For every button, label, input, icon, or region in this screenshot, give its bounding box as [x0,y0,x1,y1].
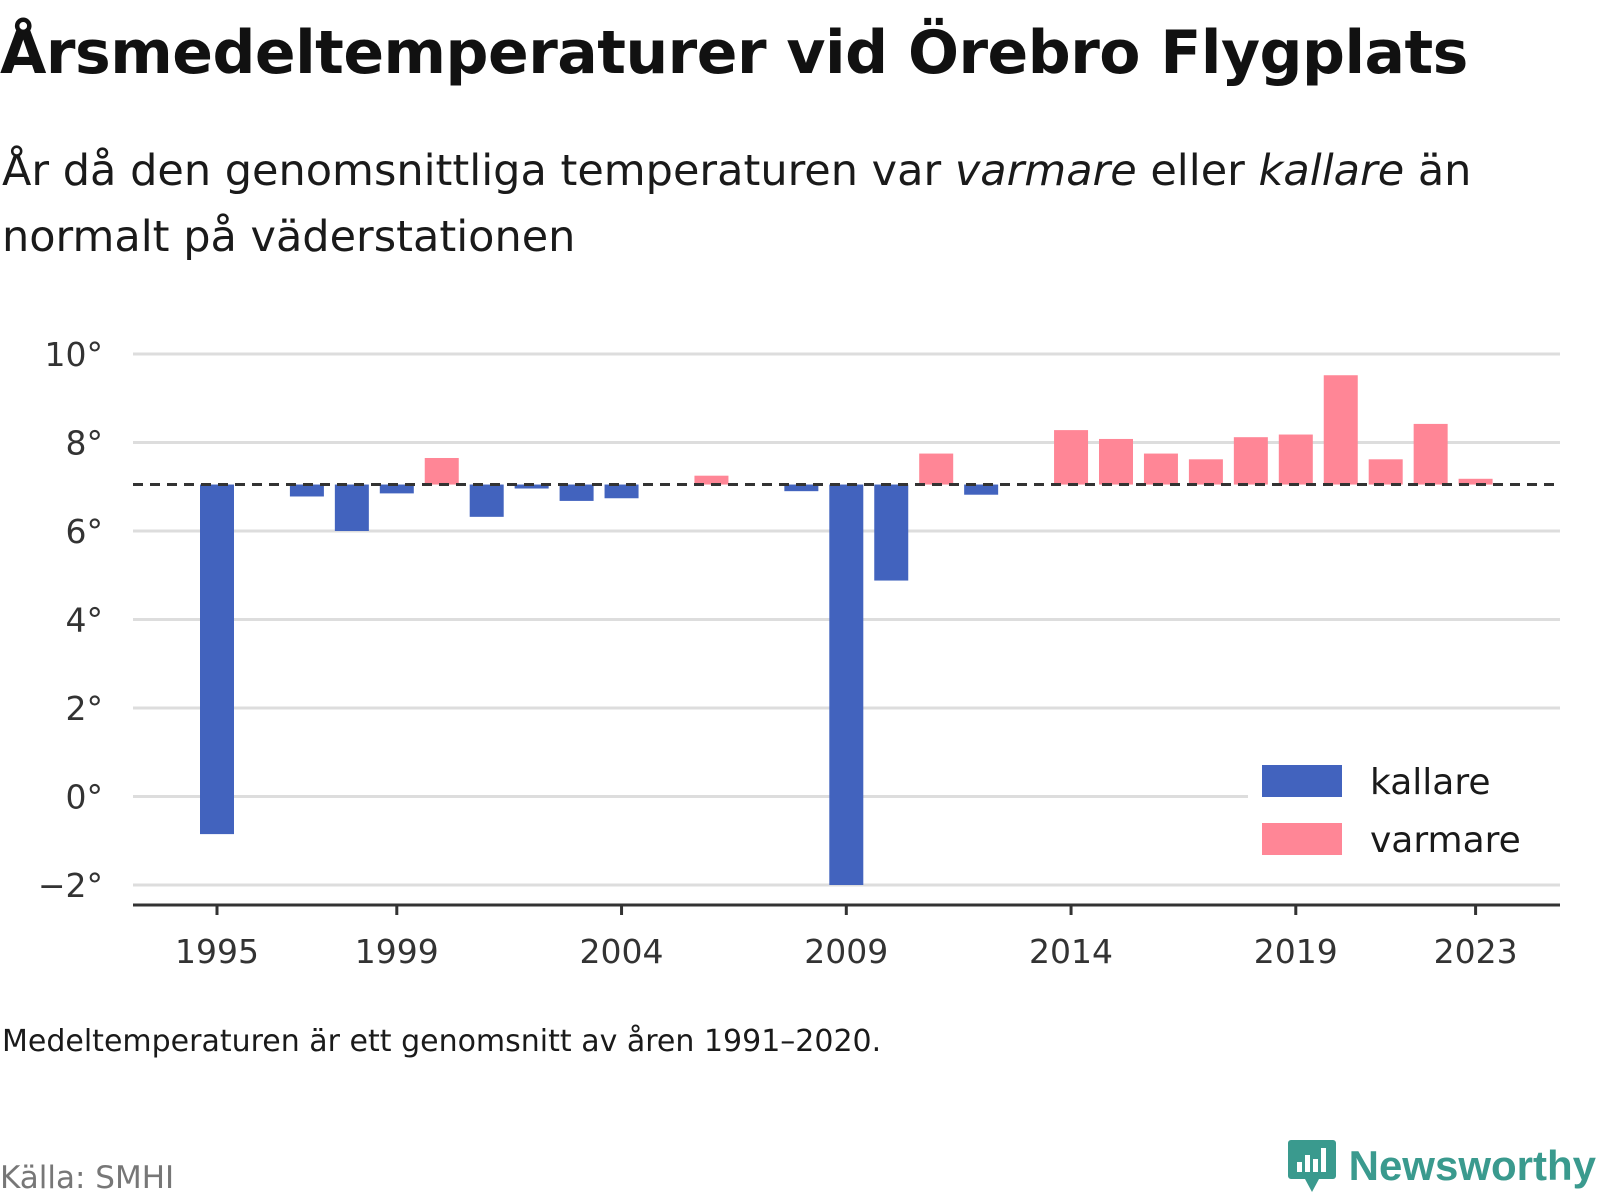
subtitle-part-3: än normalt på väderstationen [2,146,1472,262]
bar-2003 [559,484,594,501]
x-tick-label: 2009 [804,932,888,971]
bar-2015 [1099,438,1133,485]
legend-swatch-kallare [1262,765,1342,797]
subtitle-cold-word: kallare [1258,146,1405,196]
y-tick-label: −2° [38,866,103,905]
x-tick-label: 1995 [175,932,259,971]
bar-1999 [379,484,414,494]
bar-2022 [1413,423,1448,485]
x-tick-label: 2019 [1254,932,1338,971]
bar-chart: 10° 8° 6° 4° 2° 0° −2° 1995 1999 2004 2009 2014 201… [38,335,1560,971]
bar-2002 [514,484,549,489]
subtitle-warm-word: varmare [954,146,1137,196]
bar-2006 [694,475,729,485]
x-tick-label: 2023 [1434,932,1518,971]
chart-subtitle: År då den genomsnittliga temperaturen va… [2,138,1562,270]
bar-2018 [1233,437,1268,485]
y-tick-label: 4° [66,601,104,640]
bar-2009 [829,484,864,885]
legend-label-varmare: varmare [1370,820,1521,861]
bar-2001 [469,484,504,517]
y-tick-label: 2° [66,689,104,728]
subtitle-part-2: eller [1136,146,1259,196]
bar-2019 [1278,434,1313,485]
bar-2023 [1458,478,1493,485]
bar-1995 [200,484,234,835]
bar-1998 [334,484,369,531]
bar-2010 [874,484,909,581]
x-tick-label: 2004 [580,932,664,971]
bar-2000 [424,457,459,485]
footnote: Medeltemperaturen är ett genomsnitt av å… [2,1024,882,1059]
legend-swatch-varmare [1262,823,1342,855]
bar-2016 [1143,453,1178,485]
brand: Newsworthy [1287,1138,1596,1194]
y-axis-ticks: 10° 8° 6° 4° 2° 0° −2° [38,335,103,905]
bar-2012 [964,484,999,495]
y-tick-label: 6° [66,512,104,551]
x-tick-label: 2014 [1029,932,1113,971]
source-note: Källa: SMHI [0,1160,175,1196]
bar-2020 [1323,375,1358,485]
newsworthy-logo-icon [1287,1140,1336,1192]
x-axis: 1995 1999 2004 2009 2014 2019 2023 [133,903,1560,971]
y-tick-label: 0° [66,778,104,817]
subtitle-part-1: År då den genomsnittliga temperaturen va… [2,146,955,196]
bar-2011 [919,453,954,485]
bar-2021 [1368,459,1403,485]
bar-2014 [1054,430,1089,485]
bar-2017 [1188,459,1223,485]
x-tick-label: 1999 [355,932,439,971]
bar-1997 [289,484,324,497]
bar-2008 [784,484,819,492]
legend-label-kallare: kallare [1370,762,1491,803]
bars [200,375,1493,885]
brand-name: Newsworthy [1348,1142,1596,1189]
bar-2004 [604,484,639,499]
y-tick-label: 8° [66,424,104,463]
y-tick-label: 10° [45,335,104,374]
legend: kallare varmare [1248,750,1560,872]
chart-title: Årsmedeltemperaturer vid Örebro Flygplat… [0,18,1468,88]
